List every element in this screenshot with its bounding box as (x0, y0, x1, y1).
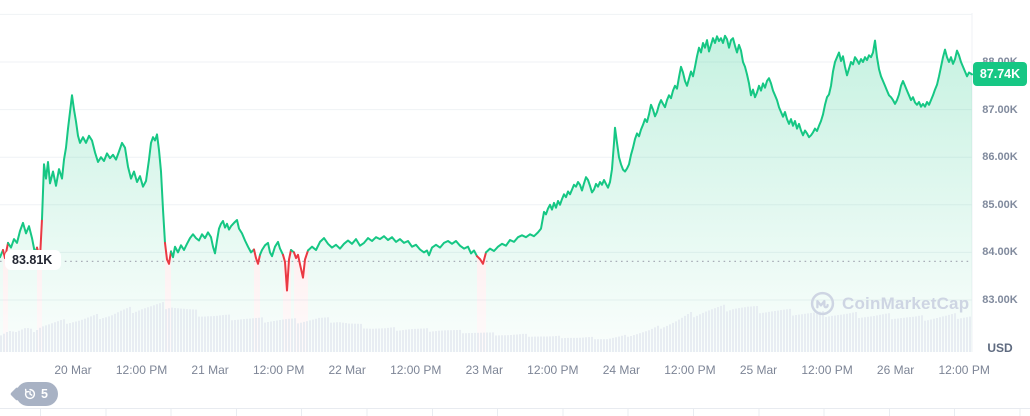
x-axis-label: 21 Mar (191, 363, 229, 377)
y-axis-label: 85.00K (982, 198, 1018, 211)
y-axis-label: 87.00K (982, 103, 1018, 116)
coinmarketcap-logo-icon (810, 291, 835, 316)
x-axis-label: 12:00 PM (664, 363, 716, 377)
watermark-text: CoinMarketCap (842, 293, 970, 313)
history-count: 5 (41, 387, 48, 401)
clock-history-icon (23, 387, 37, 401)
watermark: CoinMarketCap (810, 291, 969, 316)
x-axis-label: 12:00 PM (390, 363, 442, 377)
bottom-panel-ticks (0, 409, 1030, 416)
bottom-panel-divider (0, 408, 1030, 409)
x-axis-label: 12:00 PM (527, 363, 579, 377)
current-price-badge: 87.74K (973, 62, 1027, 87)
x-axis-label: 20 Mar (54, 363, 92, 377)
x-axis-label: 25 Mar (739, 363, 778, 377)
x-axis-label: 22 Mar (328, 363, 366, 377)
y-axis-label: 83.00K (982, 294, 1018, 306)
x-axis-label: 12:00 PM (252, 363, 305, 377)
threshold-price-label: 83.81K (5, 250, 62, 271)
x-axis-label: 23 Mar (465, 363, 503, 377)
y-axis-label: 86.00K (982, 151, 1018, 164)
history-badge[interactable]: 5 (16, 382, 58, 406)
x-axis-label: 26 Mar (876, 363, 915, 377)
x-axis-label: 12:00 PM (938, 363, 990, 377)
x-axis-label: 24 Mar (602, 363, 641, 377)
x-axis-label: 12:00 PM (801, 363, 853, 377)
y-axis-label: 84.00K (982, 246, 1018, 259)
unit-label: USD (987, 341, 1013, 355)
x-axis-label: 12:00 PM (115, 363, 168, 377)
